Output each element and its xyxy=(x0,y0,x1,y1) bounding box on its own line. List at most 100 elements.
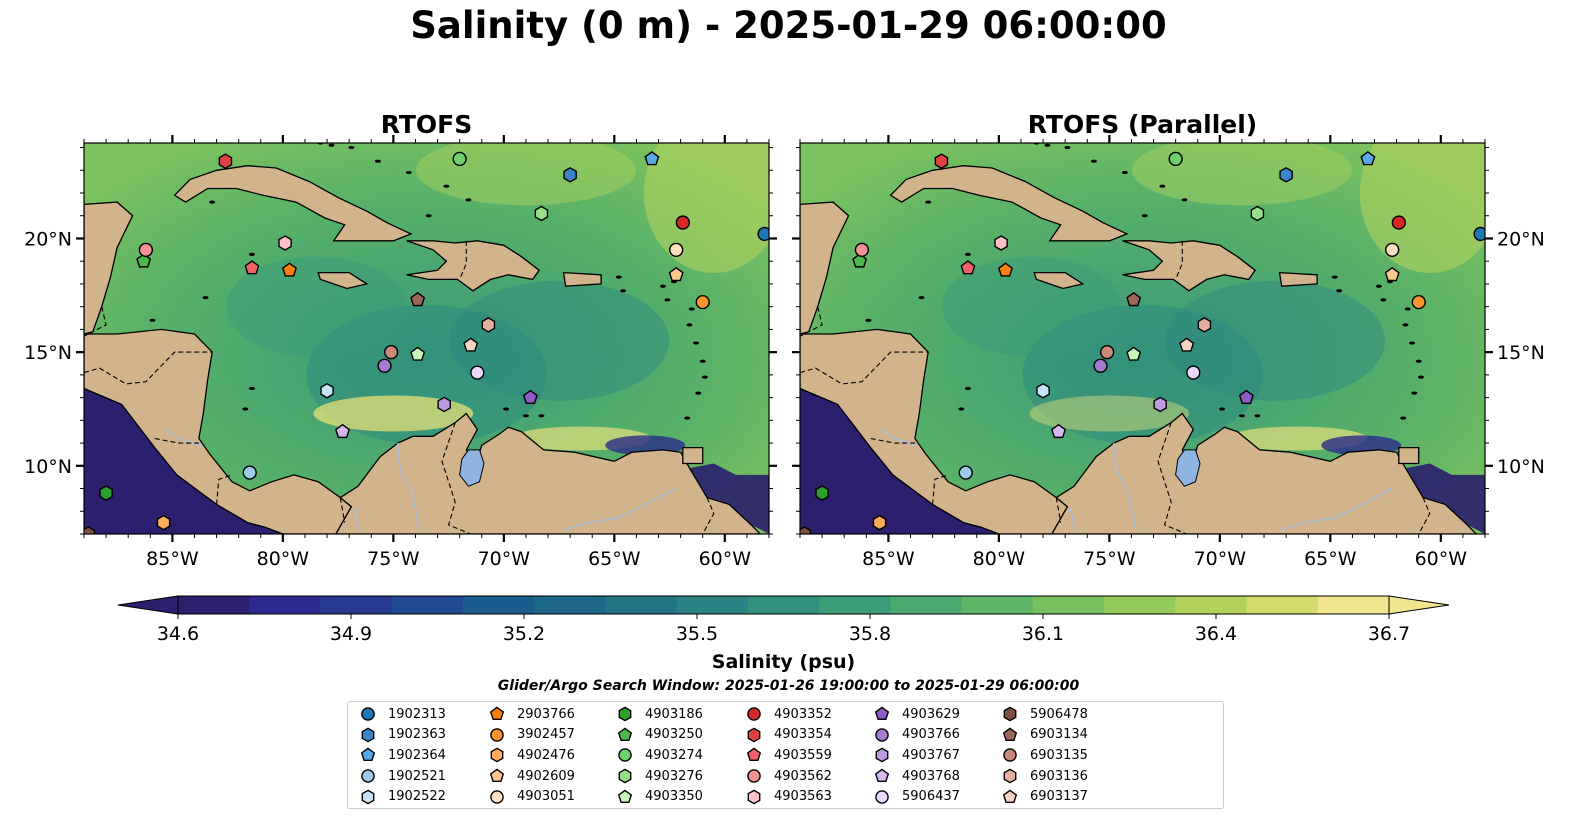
float-marker-4903559 xyxy=(244,260,260,275)
colorbar-bin xyxy=(605,596,678,614)
land-jamaica xyxy=(1033,271,1085,290)
legend-marker-1902521 xyxy=(361,769,375,783)
legend-entry-3902457: 3902457 xyxy=(487,726,575,744)
legend-entry-4903559: 4903559 xyxy=(744,746,832,764)
float-marker-4903559 xyxy=(960,260,976,275)
float-marker-4903563 xyxy=(278,235,292,251)
legend-entry-6903135: 6903135 xyxy=(1000,746,1088,764)
float-marker-4903766 xyxy=(377,358,392,373)
legend-entry-2903766: 2903766 xyxy=(487,705,575,723)
legend-entry-4903350: 4903350 xyxy=(615,788,703,806)
legend-marker-icon xyxy=(618,748,632,763)
float-marker-4903562 xyxy=(854,242,870,257)
legend-label: 5906437 xyxy=(902,789,960,805)
legend-label: 1902364 xyxy=(388,747,446,763)
legend-entry-1902521: 1902521 xyxy=(358,767,446,785)
float-marker-4903350 xyxy=(1126,346,1142,361)
lat-tick-label: 20°N xyxy=(1497,228,1545,250)
legend-label: 6903134 xyxy=(1030,727,1088,743)
float-marker-5906437 xyxy=(1186,365,1201,380)
lat-tick-label: 15°N xyxy=(1497,342,1545,364)
legend-marker-icon xyxy=(490,727,504,742)
legend-marker-icon xyxy=(361,727,375,743)
legend-label: 4903350 xyxy=(645,789,703,805)
colorbar-bin xyxy=(747,596,820,614)
colorbar-tick-label: 34.9 xyxy=(330,623,372,645)
legend-marker-6903136 xyxy=(1003,768,1017,784)
float-marker-4903629 xyxy=(522,389,538,404)
float-marker-1902522 xyxy=(320,382,334,399)
float-marker-4903629 xyxy=(1238,389,1254,404)
float-marker-4902609 xyxy=(668,266,684,282)
legend-marker-icon xyxy=(1003,706,1017,722)
colorbar-bin xyxy=(462,596,535,614)
lat-tick-label: 10°N xyxy=(24,456,72,478)
float-marker-1902363 xyxy=(1279,167,1293,183)
lon-tick-label: 80°W xyxy=(257,548,310,570)
lake-maracaibo xyxy=(459,449,485,487)
legend-marker-1902363 xyxy=(361,727,375,743)
legend-marker-4903767 xyxy=(875,747,889,763)
float-marker-4903274 xyxy=(452,151,467,167)
float-marker-4903768 xyxy=(1051,423,1067,439)
legend-entry-4903250: 4903250 xyxy=(615,726,703,744)
legend-marker-6903134 xyxy=(1002,727,1018,741)
float-marker-1902313 xyxy=(757,226,769,242)
legend-marker-4903563 xyxy=(747,789,761,805)
land-jamaica xyxy=(317,271,369,290)
legend-marker-1902522 xyxy=(361,789,375,805)
lat-tick-label: 10°N xyxy=(1497,456,1545,478)
colorbar-bin xyxy=(1032,596,1105,614)
lon-tick-label: 75°W xyxy=(1083,548,1136,570)
colorbar-extend-high xyxy=(1388,595,1450,615)
colorbar-bin xyxy=(819,596,891,614)
legend-label: 1902522 xyxy=(388,789,446,805)
lake-maracaibo xyxy=(1175,449,1201,487)
colorbar-bin xyxy=(1104,596,1176,614)
land-hispaniola xyxy=(406,240,541,292)
legend-marker-1902364 xyxy=(360,747,376,762)
main-title: Salinity (0 m) - 2025-01-29 06:00:00 xyxy=(410,4,1167,47)
panel-title: RTOFS xyxy=(381,110,473,139)
legend-entry-4903352: 4903352 xyxy=(744,705,832,723)
legend-entry-4903629: 4903629 xyxy=(872,705,960,723)
float-marker-4903766 xyxy=(1093,358,1108,373)
legend-marker-4903352 xyxy=(747,707,761,721)
float-marker-4903768 xyxy=(335,423,351,439)
float-marker-4903767 xyxy=(1153,396,1167,413)
map-frame xyxy=(83,142,770,535)
float-marker-4903352 xyxy=(1391,215,1406,230)
float-marker-4903767 xyxy=(437,396,451,413)
land-puerto-rico xyxy=(562,271,602,287)
land-yucatan xyxy=(800,201,850,335)
lon-tick-label: 65°W xyxy=(1304,548,1357,570)
float-marker-4903186 xyxy=(99,485,113,501)
legend-marker-4903766 xyxy=(875,727,889,742)
colorbar-bin xyxy=(961,596,1034,614)
float-marker-5906478 xyxy=(800,526,812,534)
legend-label: 1902521 xyxy=(388,768,446,784)
lon-tick-label: 70°W xyxy=(1194,548,1247,570)
legend-label: 3902457 xyxy=(517,727,575,743)
legend-marker-4903186 xyxy=(618,706,632,722)
float-marker-6903136 xyxy=(1197,317,1212,333)
colorbar-bin xyxy=(320,596,393,614)
legend-marker-4903274 xyxy=(618,748,632,763)
legend-entry-1902364: 1902364 xyxy=(358,746,446,764)
legend-marker-4903354 xyxy=(747,727,761,743)
float-marker-2903766 xyxy=(282,262,297,277)
float-marker-4903354 xyxy=(218,153,233,169)
legend-marker-icon xyxy=(360,747,376,762)
map-panel-1: RTOFS 85°W 80°W 75°W 70°W 65°W 60°W 10°N 15°N 20°… xyxy=(24,110,777,570)
legend-entry-4903051: 4903051 xyxy=(487,788,575,806)
legend-marker-4903629 xyxy=(874,706,890,721)
legend-marker-5906437 xyxy=(875,790,889,804)
float-marker-6903135 xyxy=(1100,344,1115,360)
float-marker-1902522 xyxy=(1036,382,1050,399)
float-marker-4903051 xyxy=(669,242,684,257)
lat-tick-label: 20°N xyxy=(24,228,72,250)
float-marker-4903274 xyxy=(1168,151,1183,167)
colorbar-bin xyxy=(534,596,607,614)
colorbar-bin xyxy=(249,596,322,614)
